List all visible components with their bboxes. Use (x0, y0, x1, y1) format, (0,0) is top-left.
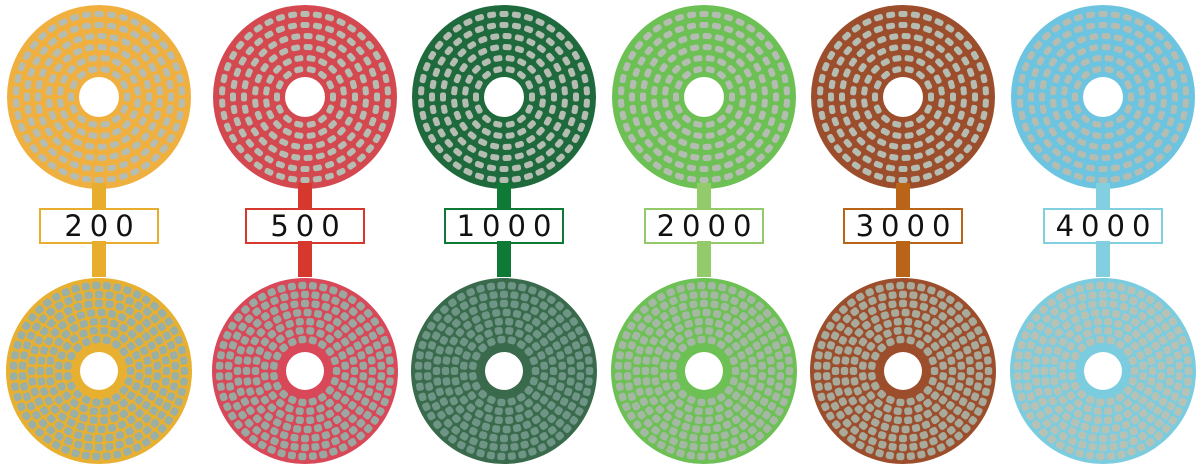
grit-label: 4000 (1043, 208, 1163, 244)
grit-text: 1000 (456, 208, 559, 243)
pad-bottom-view (810, 278, 996, 464)
pad-bottom-view (1010, 278, 1196, 464)
grit-text: 200 (64, 208, 141, 243)
pad-bottom-view (411, 278, 597, 464)
pad-top-view (7, 5, 191, 189)
grit-label: 200 (39, 208, 159, 244)
pad-top-view (811, 5, 995, 189)
connector-upper (298, 183, 312, 213)
pad-column-1000: 1000 (409, 0, 599, 476)
connector-upper (697, 183, 711, 213)
pad-bottom-view (6, 278, 192, 464)
pad-top-view (412, 5, 596, 189)
pad-bottom-view (212, 278, 398, 464)
connector-lower (697, 241, 711, 277)
pad-column-4000: 4000 (1008, 0, 1198, 476)
grit-text: 500 (270, 208, 347, 243)
connector-upper (896, 183, 910, 213)
pad-top-view (612, 5, 796, 189)
connector-lower (1096, 241, 1110, 277)
connector-upper (92, 183, 106, 213)
grit-label: 2000 (644, 208, 764, 244)
connector-lower (497, 241, 511, 277)
grit-label: 3000 (843, 208, 963, 244)
connector-lower (92, 241, 106, 277)
grit-label: 1000 (444, 208, 564, 244)
pad-top-view (213, 5, 397, 189)
connector-upper (1096, 183, 1110, 213)
connector-lower (896, 241, 910, 277)
grit-label: 500 (245, 208, 365, 244)
pad-column-2000: 2000 (609, 0, 799, 476)
grit-text: 3000 (855, 208, 958, 243)
pad-column-200: 200 (4, 0, 194, 476)
pad-column-500: 500 (210, 0, 400, 476)
connector-upper (497, 183, 511, 213)
pad-top-view (1011, 5, 1195, 189)
grit-text: 2000 (656, 208, 759, 243)
pad-bottom-view (611, 278, 797, 464)
grit-text: 4000 (1055, 208, 1158, 243)
connector-lower (298, 241, 312, 277)
pad-column-3000: 3000 (808, 0, 998, 476)
